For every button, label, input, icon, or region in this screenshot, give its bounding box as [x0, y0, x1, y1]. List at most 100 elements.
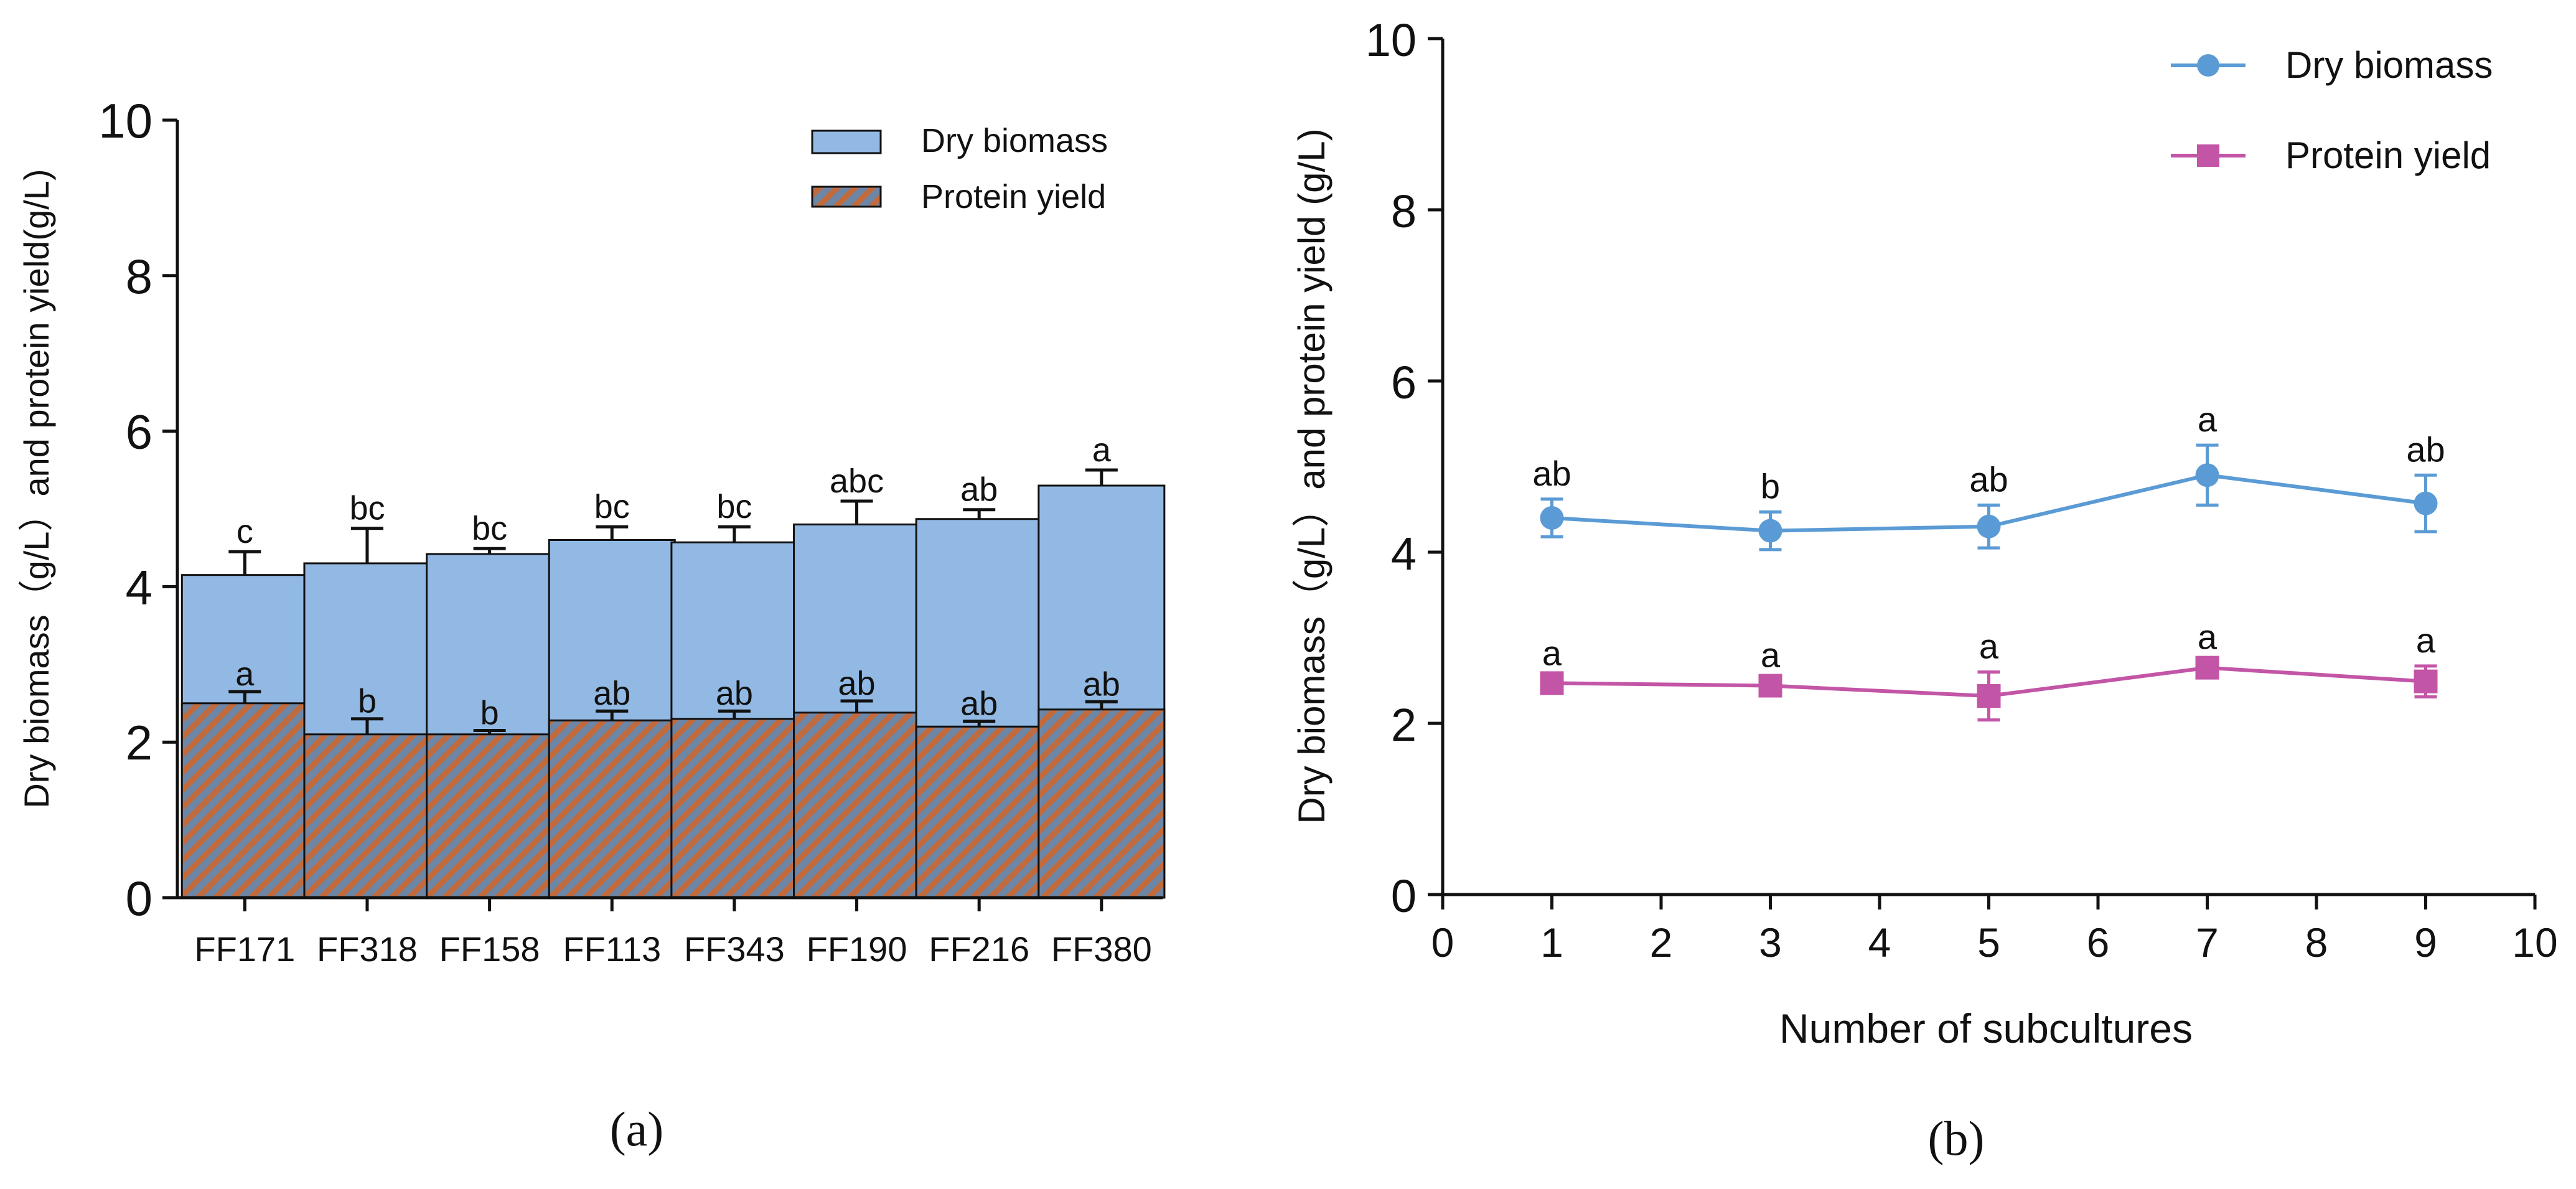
legend-label-protein-yield: Protein yield — [921, 178, 1106, 215]
data-point — [2414, 669, 2438, 693]
legend-label-dry-biomass-b: Dry biomass — [2285, 44, 2493, 86]
legend-a: Dry biomass Protein yield — [811, 122, 1108, 215]
y-tick-label-a: 10 — [98, 93, 152, 148]
data-point — [1977, 514, 2001, 538]
bar-protein-yield — [793, 712, 921, 899]
sig-letter: a — [1542, 634, 1562, 673]
legend-label-dry-biomass: Dry biomass — [921, 122, 1108, 159]
sig-letter-dry-biomass: bc — [716, 488, 752, 525]
x-tick-label-a: FF380 — [1051, 929, 1152, 969]
y-axis-label-a: Dry biomass（g/L）and protein yield(g/L) — [17, 169, 56, 808]
y-tick-label-b: 6 — [1391, 357, 1417, 408]
legend-b: Dry biomass Protein yield — [2171, 44, 2493, 176]
legend-label-protein-yield-b: Protein yield — [2285, 134, 2491, 176]
sig-letter-protein-yield: ab — [593, 675, 630, 712]
bar-group-FF113: bc ab FF113 — [548, 488, 676, 969]
series-dry-biomass: ab b ab a ab — [1532, 400, 2445, 552]
bar-group-FF343: bc ab FF343 — [670, 488, 799, 969]
sig-letter-protein-yield: ab — [960, 685, 998, 722]
data-point — [2414, 491, 2438, 515]
sig-letter-protein-yield: b — [480, 694, 499, 731]
data-point — [1758, 519, 1782, 543]
x-tick-label-b: 2 — [1650, 919, 1673, 966]
sig-letter-dry-biomass: a — [1092, 431, 1112, 469]
y-tick-label-a: 0 — [126, 871, 152, 926]
x-tick-label-b: 10 — [2512, 919, 2557, 966]
y-axis-label-b: Dry biomass（g/L）and protein yield (g/L) — [1291, 128, 1332, 824]
y-tick-label-b: 10 — [1365, 14, 1417, 66]
sig-letter: a — [2198, 400, 2218, 439]
y-tick-label-b: 8 — [1391, 186, 1417, 237]
legend-marker-dry-biomass — [2197, 54, 2219, 77]
x-tick-label-b: 0 — [1431, 919, 1454, 966]
bar-group-FF380: a ab FF380 — [1037, 431, 1166, 969]
bar-protein-yield — [303, 733, 431, 899]
legend-swatch-dry-biomass — [811, 129, 882, 154]
sig-letter: b — [1761, 466, 1780, 505]
x-tick-label-b: 1 — [1540, 919, 1563, 966]
data-point — [1977, 684, 2001, 708]
x-tick-label-a: FF171 — [194, 929, 295, 969]
y-tick-label-b: 4 — [1391, 528, 1417, 580]
sig-letter: ab — [2406, 430, 2445, 469]
x-tick-label-b: 4 — [1868, 919, 1891, 966]
data-point — [1758, 674, 1782, 698]
x-tick-label-b: 8 — [2305, 919, 2328, 966]
x-tick-label-a: FF113 — [563, 929, 661, 969]
data-point — [2195, 463, 2219, 487]
data-point — [1540, 671, 1564, 695]
data-point — [1540, 506, 1564, 530]
bar-protein-yield — [1037, 708, 1166, 899]
sig-letter: ab — [1969, 459, 2008, 499]
bar-chart-panel-a: c a FF171 bc b FF318 bc b FF158 bc ab FF113 bc ab FF34… — [17, 93, 1166, 1156]
y-tick-label-b: 0 — [1391, 870, 1417, 922]
bar-protein-yield — [670, 718, 799, 899]
bar-group-FF318: bc b FF318 — [303, 490, 431, 969]
sig-letter-dry-biomass: bc — [594, 488, 630, 525]
y-tick-label-a: 8 — [126, 249, 152, 304]
x-tick-label-a: FF158 — [439, 929, 540, 969]
sig-letter-dry-biomass: bc — [472, 510, 507, 547]
y-tick-label-b: 2 — [1391, 699, 1417, 751]
bar-group-FF171: c a FF171 — [180, 513, 309, 969]
legend-marker-protein-yield — [2197, 144, 2219, 167]
x-tick-label-b: 9 — [2414, 919, 2437, 966]
bar-protein-yield — [426, 733, 554, 899]
sig-letter: ab — [1532, 454, 1571, 493]
sig-letter-dry-biomass: bc — [349, 490, 385, 527]
x-axis-label-b: Number of subcultures — [1779, 1005, 2193, 1051]
panel-label-a: (a) — [610, 1102, 664, 1156]
x-tick-label-a: FF343 — [684, 929, 785, 969]
sig-letter: a — [2198, 617, 2218, 656]
x-tick-label-a: FF318 — [317, 929, 418, 969]
sig-letter: a — [1761, 635, 1781, 674]
bar-group-FF158: bc b FF158 — [426, 510, 554, 969]
x-tick-label-b: 7 — [2196, 919, 2219, 966]
x-tick-label-a: FF216 — [929, 929, 1029, 969]
sig-letter-protein-yield: a — [235, 656, 255, 693]
x-tick-label-a: FF190 — [807, 929, 907, 969]
y-tick-label-a: 2 — [126, 715, 152, 770]
sig-letter-dry-biomass: abc — [830, 463, 884, 500]
sig-letter-protein-yield: ab — [716, 675, 753, 712]
sig-letter-protein-yield: ab — [1083, 665, 1120, 703]
y-tick-label-a: 6 — [126, 405, 152, 459]
sig-letter-dry-biomass: c — [237, 513, 253, 550]
sig-letter-protein-yield: ab — [838, 665, 876, 702]
legend-swatch-protein-yield — [811, 186, 882, 208]
x-tick-label-b: 6 — [2087, 919, 2110, 966]
bar-protein-yield — [915, 725, 1043, 899]
bar-protein-yield — [548, 719, 676, 899]
bar-group-FF216: ab ab FF216 — [915, 471, 1043, 969]
sig-letter: a — [1979, 627, 1999, 666]
y-tick-label-a: 4 — [126, 560, 152, 614]
sig-letter: a — [2416, 621, 2436, 660]
x-tick-label-b: 3 — [1759, 919, 1782, 966]
sig-letter-protein-yield: b — [358, 683, 377, 720]
x-tick-label-b: 5 — [1977, 919, 2000, 966]
data-point — [2195, 656, 2219, 680]
panel-label-b: (b) — [1928, 1111, 1985, 1165]
line-chart-panel-b: 0 2 4 6 8 10 0 1 2 3 4 5 6 7 8 9 10 ab b ab a ab a a a a a Dry bi… — [1291, 14, 2558, 1165]
